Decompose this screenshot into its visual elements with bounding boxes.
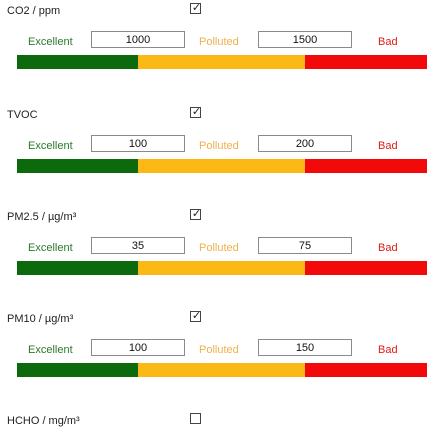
sensor-label-co2: CO2 / ppm — [7, 5, 61, 17]
sensor-section-pm10: PM10 / µg/m³ ✓ Excellent Polluted Bad — [0, 308, 435, 408]
polluted-label: Polluted — [199, 344, 239, 356]
sensor-label-tvoc: TVOC — [7, 109, 38, 121]
bad-label: Bad — [378, 242, 398, 254]
excellent-threshold-input-tvoc[interactable] — [91, 135, 185, 152]
enable-checkbox-pm10[interactable]: ✓ — [190, 310, 202, 322]
bad-segment — [305, 55, 427, 69]
polluted-threshold-input-pm10[interactable] — [258, 339, 352, 356]
sensor-section-co2: CO2 / ppm ✓ Excellent Polluted Bad — [0, 0, 435, 100]
polluted-threshold-input-tvoc[interactable] — [258, 135, 352, 152]
excellent-segment — [17, 159, 138, 173]
polluted-threshold-input-co2[interactable] — [258, 31, 352, 48]
sensor-section-hcho: HCHO / mg/m³ — [0, 410, 435, 437]
bad-label: Bad — [378, 36, 398, 48]
polluted-label: Polluted — [199, 242, 239, 254]
enable-checkbox-hcho[interactable] — [190, 413, 201, 424]
quality-scale-bar-pm10 — [17, 363, 427, 377]
check-icon: ✓ — [191, 2, 202, 14]
check-icon: ✓ — [191, 310, 202, 322]
polluted-label: Polluted — [199, 36, 239, 48]
polluted-segment — [138, 261, 305, 275]
excellent-label: Excellent — [28, 140, 73, 152]
sensor-label-pm25: PM2.5 / µg/m³ — [7, 211, 77, 223]
polluted-segment — [138, 55, 305, 69]
bad-label: Bad — [378, 344, 398, 356]
excellent-threshold-input-pm25[interactable] — [91, 237, 185, 254]
quality-scale-bar-pm25 — [17, 261, 427, 275]
excellent-segment — [17, 363, 138, 377]
polluted-threshold-input-pm25[interactable] — [258, 237, 352, 254]
enable-checkbox-co2[interactable]: ✓ — [190, 2, 202, 14]
excellent-label: Excellent — [28, 36, 73, 48]
sensor-section-pm25: PM2.5 / µg/m³ ✓ Excellent Polluted Bad — [0, 206, 435, 306]
check-icon: ✓ — [191, 106, 202, 118]
excellent-label: Excellent — [28, 344, 73, 356]
excellent-label: Excellent — [28, 242, 73, 254]
enable-checkbox-tvoc[interactable]: ✓ — [190, 106, 202, 118]
quality-scale-bar-co2 — [17, 55, 427, 69]
sensor-section-tvoc: TVOC ✓ Excellent Polluted Bad — [0, 104, 435, 204]
bad-label: Bad — [378, 140, 398, 152]
polluted-label: Polluted — [199, 140, 239, 152]
enable-checkbox-pm25[interactable]: ✓ — [190, 208, 202, 220]
bad-segment — [305, 159, 427, 173]
polluted-segment — [138, 159, 305, 173]
excellent-segment — [17, 55, 138, 69]
bad-segment — [305, 261, 427, 275]
excellent-segment — [17, 261, 138, 275]
polluted-segment — [138, 363, 305, 377]
sensor-label-pm10: PM10 / µg/m³ — [7, 313, 74, 325]
sensor-label-hcho: HCHO / mg/m³ — [7, 415, 80, 427]
quality-scale-bar-tvoc — [17, 159, 427, 173]
bad-segment — [305, 363, 427, 377]
excellent-threshold-input-pm10[interactable] — [91, 339, 185, 356]
excellent-threshold-input-co2[interactable] — [91, 31, 185, 48]
check-icon: ✓ — [191, 208, 202, 220]
